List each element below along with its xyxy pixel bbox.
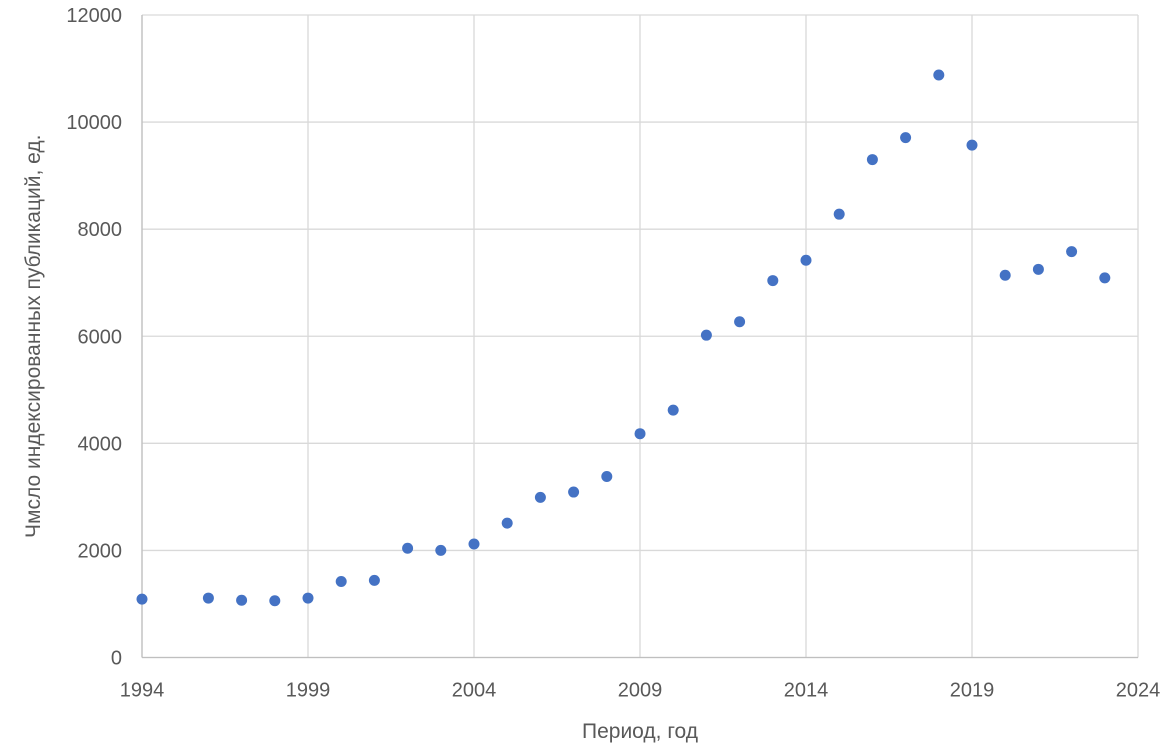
data-point [966, 139, 978, 151]
data-point [302, 592, 314, 604]
y-tick-label: 2000 [78, 540, 123, 562]
data-point [800, 254, 812, 266]
y-tick-label: 4000 [78, 433, 123, 455]
data-point [435, 544, 447, 556]
axes [141, 15, 1138, 659]
data-point [501, 517, 513, 529]
x-tick-label: 2024 [1116, 680, 1161, 702]
x-tick-label: 1999 [286, 680, 331, 702]
data-point [1066, 246, 1078, 258]
data-point [700, 329, 712, 341]
data-point [601, 471, 613, 483]
data-point [634, 428, 646, 440]
data-point [402, 542, 414, 554]
y-tick-label: 12000 [66, 5, 122, 27]
y-axis-title: Чмсло индексированных публикаций, ед. [22, 135, 45, 538]
data-point [1099, 272, 1111, 284]
data-point [734, 316, 746, 328]
data-point [368, 574, 380, 586]
y-tick-label: 10000 [66, 112, 122, 134]
data-point [866, 154, 878, 166]
data-point [933, 69, 945, 81]
x-tick-label: 2014 [784, 680, 829, 702]
data-point [900, 132, 912, 144]
data-point [335, 575, 347, 587]
data-point [269, 595, 281, 607]
data-point [202, 592, 214, 604]
x-axis-title: Период, год [582, 720, 698, 743]
y-tick-label: 6000 [78, 326, 123, 348]
x-tick-label: 2009 [618, 680, 663, 702]
data-points [136, 69, 1111, 607]
data-point [534, 491, 546, 503]
data-point [833, 208, 845, 220]
data-point [136, 593, 148, 605]
x-tick-label: 2004 [452, 680, 497, 702]
data-point [468, 538, 480, 550]
data-point [1032, 263, 1044, 275]
data-point [767, 275, 779, 287]
y-tick-label: 0 [111, 648, 122, 670]
x-tick-label: 2019 [950, 680, 995, 702]
y-tick-label: 8000 [78, 219, 123, 241]
data-point [236, 594, 248, 606]
data-point [999, 269, 1011, 281]
y-axis-tick-labels: 0 2000 4000 6000 8000 10000 12000 [66, 5, 122, 670]
x-axis-tick-labels: 1994 1999 2004 2009 2014 2019 2024 [120, 680, 1161, 702]
gridlines [141, 14, 1139, 659]
data-point [667, 404, 679, 416]
data-point [568, 486, 580, 498]
x-tick-label: 1994 [120, 680, 165, 702]
